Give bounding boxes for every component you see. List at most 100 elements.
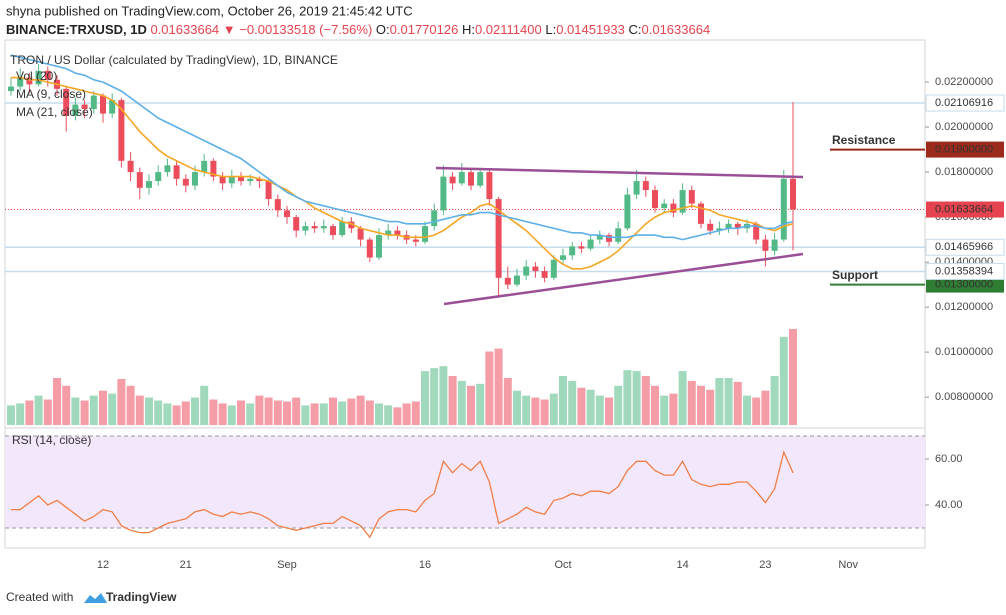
volume-bar — [522, 395, 531, 425]
volume-bar — [218, 403, 227, 425]
candle-body — [366, 239, 373, 258]
trendline — [435, 166, 804, 179]
candle-body — [431, 210, 438, 227]
candle-body — [642, 181, 649, 191]
x-tick-label: Sep — [277, 559, 297, 571]
candle-body — [707, 223, 714, 231]
candle-body — [615, 228, 622, 242]
volume-bar — [467, 385, 475, 425]
candle-body — [302, 226, 309, 231]
x-tick-label: Nov — [838, 559, 858, 571]
candle-body — [762, 239, 769, 251]
volume-bar — [411, 401, 420, 425]
price-pane — [5, 54, 925, 425]
candle-body — [771, 239, 778, 251]
volume-bar — [531, 397, 540, 425]
volume-bar — [62, 385, 71, 425]
volume-bar — [356, 395, 365, 425]
candle-body — [118, 100, 125, 161]
volume-bar — [697, 385, 705, 425]
volume-bar — [319, 403, 328, 425]
volume-bar — [172, 405, 181, 425]
candle-body — [127, 160, 134, 173]
volume-bar — [117, 378, 126, 425]
candle-body — [458, 172, 465, 184]
volume-bar — [595, 395, 604, 425]
volume-bar — [181, 401, 190, 425]
candle-body — [320, 226, 327, 229]
candle-body — [698, 203, 704, 224]
candle-body — [201, 160, 208, 173]
candle-body — [532, 266, 539, 272]
candle-body — [541, 271, 548, 278]
volume-bar — [7, 405, 15, 425]
rsi-pane — [5, 435, 925, 539]
volume-bar — [53, 377, 61, 425]
rsi-legend: RSI (14, close) — [12, 433, 91, 447]
header-quote: BINANCE:TRXUSD, 1D 0.01633664 ▼ −0.00133… — [6, 22, 710, 37]
candle-body — [688, 190, 695, 204]
volume-bar — [365, 400, 374, 425]
candle-body — [477, 172, 484, 186]
y-tick-label: 0.02000000 — [935, 121, 993, 133]
candle-body — [146, 181, 152, 188]
y-tick-label: 0.02200000 — [935, 76, 993, 88]
candle-body — [311, 226, 318, 229]
stat-value: 0.02111400 — [475, 22, 542, 37]
legend-ma: MA (21, close) — [16, 105, 93, 119]
volume-bar — [375, 403, 383, 425]
change: −0.00133518 (−7.56%) — [239, 22, 372, 37]
price-tag — [926, 201, 1004, 218]
price-tag-label: 0.01900000 — [935, 143, 993, 155]
candle-body — [624, 194, 631, 229]
header-line: shyna published on TradingView.com, Octo… — [6, 3, 413, 18]
candle-body — [725, 223, 732, 229]
volume-bar — [329, 397, 337, 425]
candle-body — [219, 176, 226, 184]
legend-volume: Vol (20) — [16, 69, 57, 83]
candle-body — [173, 165, 180, 179]
volume-bar — [715, 377, 724, 425]
volume-bar — [651, 385, 659, 425]
volume-bar — [457, 380, 466, 425]
volume-bar — [347, 398, 356, 425]
candle-body — [26, 77, 33, 85]
ma-line — [11, 76, 794, 270]
volume-bar — [770, 376, 779, 425]
candle-body — [606, 235, 612, 242]
volume-bar — [559, 376, 567, 425]
volume-bar — [237, 400, 245, 425]
candle-body — [596, 235, 603, 240]
candle-body — [339, 221, 346, 236]
price-tag-label: 0.01358394 — [935, 265, 993, 277]
volume-bar — [669, 393, 678, 425]
candle-body — [550, 259, 557, 278]
volume-bar — [200, 385, 209, 425]
candle-body — [652, 190, 658, 209]
candle-body — [523, 266, 530, 276]
candle-body — [247, 178, 254, 182]
volume-bar — [430, 368, 439, 425]
volume-bar — [246, 403, 255, 425]
volume-bar — [476, 383, 485, 425]
candle-body — [192, 172, 198, 186]
y-tick-label: 0.00800000 — [935, 391, 993, 403]
volume-bar — [614, 385, 623, 425]
candle-body — [679, 190, 686, 213]
volume-bar — [568, 380, 577, 425]
volume-bar — [393, 407, 402, 425]
stat-key: H: — [462, 22, 475, 37]
volume-bar — [43, 399, 52, 425]
volume-bar — [743, 395, 751, 425]
volume-bar — [733, 381, 742, 425]
price-tag — [926, 276, 1004, 293]
volume-bar — [494, 348, 503, 425]
volume-bar — [724, 377, 733, 425]
volume-bar — [761, 390, 770, 425]
candle-body — [569, 246, 576, 256]
volume-bar — [402, 403, 411, 425]
candle-body — [265, 181, 272, 200]
candle-body — [35, 70, 42, 85]
volume-bar — [485, 351, 494, 425]
stat-key: O: — [376, 22, 390, 37]
